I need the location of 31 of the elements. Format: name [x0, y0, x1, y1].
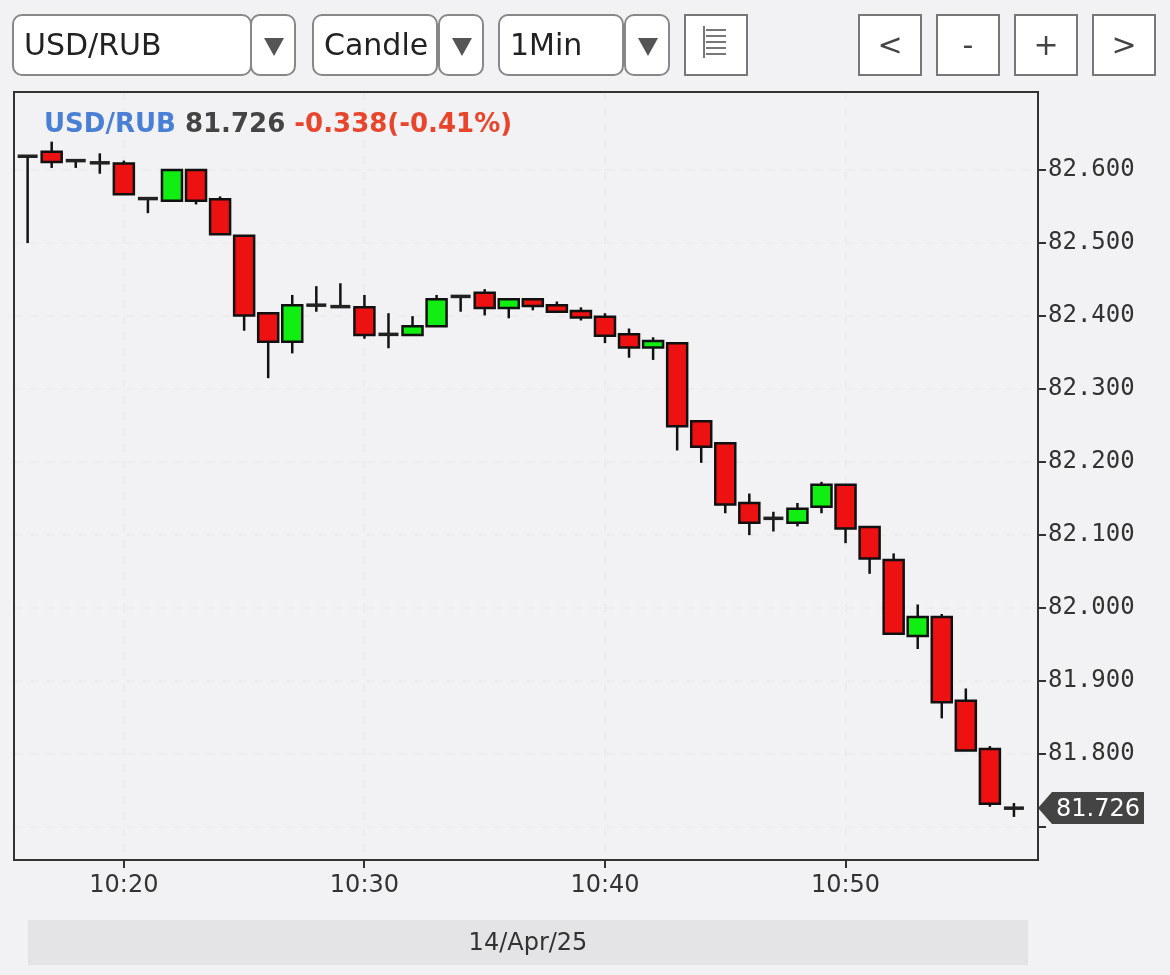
y-tick-label: 81.800	[1048, 738, 1135, 767]
text: USD/RUB 81.726 -0.338(-0.41%)	[44, 108, 513, 138]
y-tick-label: 82.400	[1048, 300, 1135, 329]
y-tick-label: 81.900	[1048, 665, 1135, 694]
y-tick-label: 82.200	[1048, 446, 1135, 475]
candlestick	[763, 510, 784, 533]
nav-button: -	[936, 14, 1000, 76]
x-tick-label: 10:20	[89, 869, 159, 898]
nav-button: +	[1014, 14, 1078, 76]
candlestick	[89, 152, 110, 176]
x-tick-label: 10:40	[570, 869, 640, 898]
candlestick	[450, 293, 471, 313]
y-tick-label: 82.000	[1048, 592, 1135, 621]
dropdown-field: Candle	[312, 14, 438, 76]
x-tick-label: 10:30	[329, 869, 400, 898]
candlestick	[65, 158, 86, 170]
nav-button: <	[858, 14, 922, 76]
candlestick	[330, 282, 351, 309]
y-tick-label: 82.600	[1048, 154, 1135, 183]
text: 81.726	[1052, 792, 1144, 825]
candlestick	[17, 154, 38, 245]
x-tick-label: 10:50	[810, 869, 881, 898]
dropdown-field: 1Min	[498, 14, 624, 76]
y-tick-label: 82.500	[1048, 227, 1135, 256]
x-axis-title: 14/Apr/25	[28, 920, 1028, 965]
candlestick	[306, 284, 327, 313]
dropdown-field: USD/RUB	[12, 14, 252, 76]
y-tick-label: 82.300	[1048, 373, 1135, 402]
nav-button: >	[1092, 14, 1156, 76]
y-tick-label: 82.100	[1048, 519, 1135, 548]
candlestick	[378, 311, 399, 350]
